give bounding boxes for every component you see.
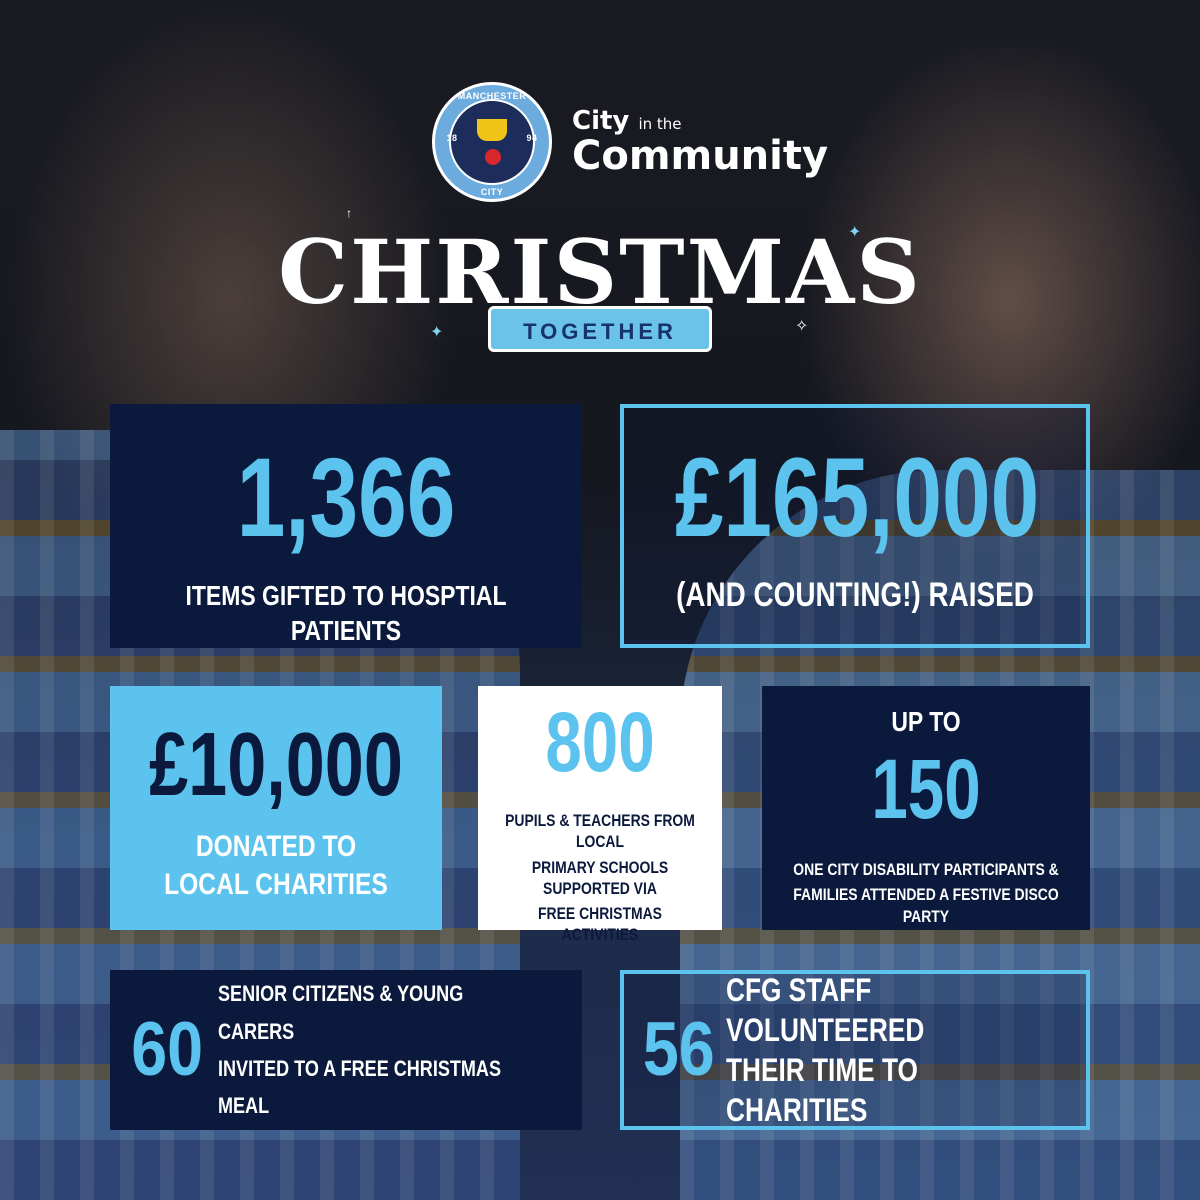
stat-caption: (AND COUNTING!) RAISED <box>676 576 1034 614</box>
stat-items-gifted: 1,366 ITEMS GIFTED TO HOSPTIAL PATIENTS <box>110 404 582 648</box>
stat-staff: 56 CFG STAFF VOLUNTEERED THEIR TIME TO C… <box>620 970 1090 1130</box>
stat-disability: UP TO 150 ONE CITY DISABILITY PARTICIPAN… <box>762 686 1090 930</box>
cit-community: Community <box>572 133 829 179</box>
stat-caption-line: PUPILS & TEACHERS FROM LOCAL <box>505 811 695 852</box>
title-ribbon: TOGETHER <box>488 306 712 352</box>
stat-caption-line: SENIOR CITIZENS & YOUNG CARERS <box>218 981 464 1044</box>
sparkle-icon: ✧ <box>795 318 809 335</box>
stat-pupils: 800 PUPILS & TEACHERS FROM LOCAL PRIMARY… <box>478 686 722 944</box>
stat-caption-line: PRIMARY SCHOOLS SUPPORTED VIA <box>531 857 669 898</box>
crest-top-text: MANCHESTER <box>457 91 527 101</box>
ship-icon <box>477 119 507 141</box>
crest-shield <box>449 99 535 185</box>
stat-caption-line: CFG STAFF VOLUNTEERED <box>725 972 924 1048</box>
stat-caption-line: INVITED TO A FREE CHRISTMAS MEAL <box>218 1056 502 1119</box>
stat-caption-line: LOCAL CHARITIES <box>164 867 388 901</box>
cit-city: City <box>572 106 630 136</box>
stat-value: £165,000 <box>674 435 1040 560</box>
stat-value: 1,366 <box>236 435 456 560</box>
stat-prefix: UP TO <box>891 706 961 737</box>
sparkle-icon: ↑ <box>346 206 352 220</box>
stat-value: £10,000 <box>149 715 403 815</box>
crest-year-left: 18 <box>446 133 458 143</box>
stat-caption-line: ONE CITY DISABILITY PARTICIPANTS & <box>793 860 1059 879</box>
sparkle-icon: ✦ <box>430 324 444 341</box>
crest-year-right: 94 <box>526 133 538 143</box>
cit-in-the: in the <box>638 115 682 133</box>
stat-caption-line: FAMILIES ATTENDED A FESTIVE DISCO PARTY <box>793 885 1059 926</box>
stat-caption-line: THEIR TIME TO CHARITIES <box>725 1052 918 1128</box>
stat-caption-line: DONATED TO <box>195 830 357 863</box>
stat-money-raised: £165,000 (AND COUNTING!) RAISED <box>620 404 1090 648</box>
sparkle-icon: ✦ <box>848 224 862 241</box>
stat-value: 56 <box>642 1007 715 1092</box>
stat-caption-line: FREE CHRISTMAS ACTIVITIES <box>538 904 662 945</box>
stat-value: 60 <box>131 1007 204 1092</box>
stat-seniors: 60 SENIOR CITIZENS & YOUNG CARERS INVITE… <box>110 970 582 1130</box>
crest-bottom-text: CITY <box>480 187 504 197</box>
city-in-the-community-logo: City in the Community <box>572 108 828 176</box>
stat-caption: ITEMS GIFTED TO HOSPTIAL PATIENTS <box>185 580 507 646</box>
stat-donated: £10,000 DONATED TO LOCAL CHARITIES <box>110 686 442 930</box>
rose-icon <box>485 149 501 165</box>
stat-value: 150 <box>871 742 981 836</box>
stat-value: 800 <box>545 695 655 789</box>
club-crest-logo: MANCHESTER 18 94 CITY <box>432 82 552 202</box>
page-title: CHRISTMAS <box>278 220 922 324</box>
